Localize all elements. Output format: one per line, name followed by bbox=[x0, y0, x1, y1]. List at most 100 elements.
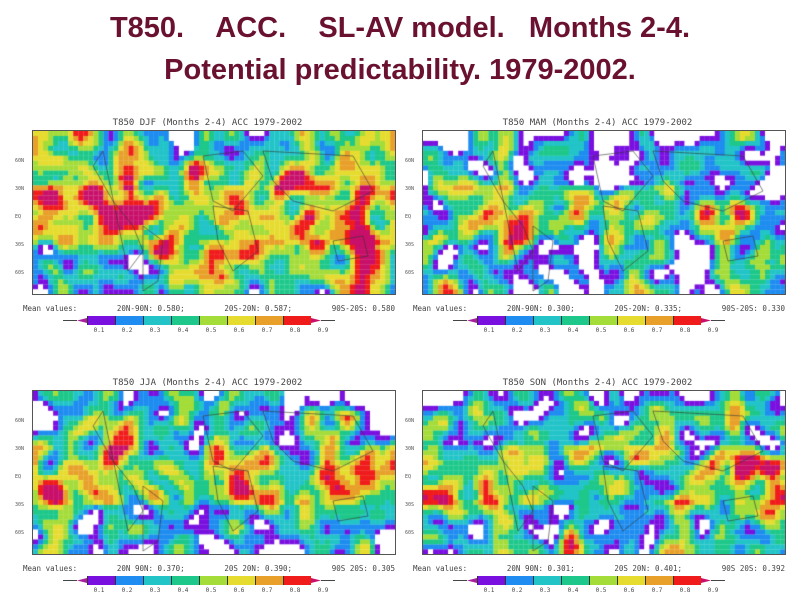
acc-map-panel: T850 DJF (Months 2-4) ACC 1979-2002 60N 3… bbox=[15, 118, 400, 348]
colorbar-tick: 0.9 bbox=[707, 587, 719, 594]
lat-label: 60S bbox=[405, 270, 415, 276]
mean-nh: 20N 90N: 0.370; bbox=[116, 564, 185, 573]
colorbar-tick: 0.8 bbox=[289, 327, 301, 334]
colorbar-segment bbox=[143, 576, 171, 585]
lat-label: 60N bbox=[15, 158, 25, 164]
colorbar-segment bbox=[561, 316, 589, 325]
colorbar-tick: 0.5 bbox=[595, 587, 607, 594]
colorbar-segment bbox=[87, 576, 115, 585]
colorbar-tick: 0.2 bbox=[511, 327, 523, 334]
lat-label: 60N bbox=[405, 158, 415, 164]
colorbar-tick: 0.2 bbox=[121, 327, 133, 334]
colorbar-segment bbox=[227, 576, 255, 585]
lat-label: EQ bbox=[405, 214, 412, 220]
colorbar-tick: 0.6 bbox=[233, 327, 245, 334]
colorbar-ticks: 0.1 0.2 0.3 0.4 0.5 0.6 0.7 0.8 0.9 bbox=[85, 587, 337, 594]
mean-tropics: 20S-20N: 0.587; bbox=[224, 304, 293, 313]
colorbar-tick: 0.4 bbox=[567, 587, 579, 594]
acc-map-panel: T850 SON (Months 2-4) ACC 1979-2002 60N 3… bbox=[405, 378, 790, 608]
colorbar-tick: 0.7 bbox=[651, 587, 663, 594]
colorbar-ticks: 0.1 0.2 0.3 0.4 0.5 0.6 0.7 0.8 0.9 bbox=[85, 327, 337, 334]
colorbar-tick: 0.9 bbox=[707, 327, 719, 334]
lat-label: 30S bbox=[405, 242, 415, 248]
colorbar-tick: 0.4 bbox=[177, 327, 189, 334]
lat-label: 60N bbox=[405, 418, 415, 424]
colorbar-tick: 0.3 bbox=[149, 327, 161, 334]
colorbar-segment bbox=[283, 576, 311, 585]
slide-title-line1: T850. ACC. SL-AV model. Months 2-4. bbox=[109, 12, 691, 44]
mean-values-label: Mean values: bbox=[23, 564, 78, 573]
acc-map-canvas bbox=[32, 130, 396, 295]
colorbar-segment bbox=[673, 576, 701, 585]
colorbar-segment bbox=[505, 316, 533, 325]
mean-values: Mean values: 20N-90N: 0.300; 20S-20N: 0.… bbox=[413, 304, 785, 313]
colorbar-tick: 0.2 bbox=[511, 587, 523, 594]
slide-title-line2: Potential predictability. 1979-2002. bbox=[164, 54, 636, 86]
colorbar-segment bbox=[171, 316, 199, 325]
lat-label: 60S bbox=[15, 270, 25, 276]
colorbar-tick: 0.1 bbox=[483, 587, 495, 594]
colorbar-segment bbox=[477, 576, 505, 585]
colorbar-segment bbox=[533, 316, 561, 325]
colorbar-segment bbox=[533, 576, 561, 585]
colorbar-segment bbox=[673, 316, 701, 325]
colorbar-segment bbox=[283, 316, 311, 325]
colorbar-tick: 0.5 bbox=[595, 327, 607, 334]
colorbar-segment bbox=[477, 316, 505, 325]
colorbar-tick: 0.9 bbox=[317, 327, 329, 334]
colorbar-segment bbox=[589, 316, 617, 325]
colorbar-tick: 0.6 bbox=[623, 587, 635, 594]
acc-map-canvas bbox=[422, 130, 786, 295]
colorbar-tick: 0.1 bbox=[93, 587, 105, 594]
colorbar-segment bbox=[171, 576, 199, 585]
colorbar-tick: 0.5 bbox=[205, 587, 217, 594]
colorbar-tick: 0.1 bbox=[93, 327, 105, 334]
mean-nh: 20N-90N: 0.580; bbox=[116, 304, 185, 313]
colorbar-tick: 0.6 bbox=[623, 327, 635, 334]
mean-sh: 90S 20S: 0.305 bbox=[331, 564, 395, 573]
map-title: T850 DJF (Months 2-4) ACC 1979-2002 bbox=[112, 118, 303, 128]
acc-map-panel: T850 MAM (Months 2-4) ACC 1979-2002 60N 3… bbox=[405, 118, 790, 348]
colorbar-tick: 0.1 bbox=[483, 327, 495, 334]
colorbar bbox=[453, 316, 725, 325]
mean-values: Mean values: 20N 90N: 0.301; 20S 20N: 0.… bbox=[413, 564, 785, 573]
lat-label: EQ bbox=[15, 214, 22, 220]
colorbar-segment bbox=[255, 576, 283, 585]
mean-tropics: 20S-20N: 0.335; bbox=[614, 304, 683, 313]
acc-map-canvas bbox=[422, 390, 786, 555]
mean-sh: 90S-20S: 0.330 bbox=[721, 304, 785, 313]
mean-values: Mean values: 20N 90N: 0.370; 20S 20N: 0.… bbox=[23, 564, 395, 573]
colorbar-segment bbox=[199, 316, 227, 325]
mean-values-label: Mean values: bbox=[413, 304, 468, 313]
lat-label: 60S bbox=[15, 530, 25, 536]
map-title: T850 MAM (Months 2-4) ACC 1979-2002 bbox=[502, 118, 693, 128]
mean-nh: 20N 90N: 0.301; bbox=[506, 564, 575, 573]
lat-label: EQ bbox=[15, 474, 22, 480]
map-title: T850 SON (Months 2-4) ACC 1979-2002 bbox=[502, 378, 693, 388]
lat-label: 30N bbox=[405, 186, 415, 192]
colorbar-tick: 0.7 bbox=[651, 327, 663, 334]
colorbar-tick: 0.8 bbox=[679, 587, 691, 594]
colorbar-segment bbox=[561, 576, 589, 585]
lat-label: 30S bbox=[15, 242, 25, 248]
lat-label: 60S bbox=[405, 530, 415, 536]
colorbar-segment bbox=[199, 576, 227, 585]
colorbar-tick: 0.7 bbox=[261, 327, 273, 334]
mean-values-label: Mean values: bbox=[23, 304, 78, 313]
acc-map-canvas bbox=[32, 390, 396, 555]
colorbar-tick: 0.5 bbox=[205, 327, 217, 334]
colorbar-tick: 0.8 bbox=[289, 587, 301, 594]
colorbar-tick: 0.9 bbox=[317, 587, 329, 594]
lat-label: 60N bbox=[15, 418, 25, 424]
mean-tropics: 20S 20N: 0.390; bbox=[224, 564, 293, 573]
colorbar-segment bbox=[87, 316, 115, 325]
lat-label: 30N bbox=[405, 446, 415, 452]
colorbar-tick: 0.3 bbox=[539, 587, 551, 594]
mean-sh: 90S 20S: 0.392 bbox=[721, 564, 785, 573]
colorbar-tick: 0.8 bbox=[679, 327, 691, 334]
colorbar-segment bbox=[505, 576, 533, 585]
acc-map-panel: T850 JJA (Months 2-4) ACC 1979-2002 60N 3… bbox=[15, 378, 400, 608]
colorbar-tick: 0.6 bbox=[233, 587, 245, 594]
colorbar-tick: 0.4 bbox=[177, 587, 189, 594]
colorbar-segment bbox=[617, 576, 645, 585]
